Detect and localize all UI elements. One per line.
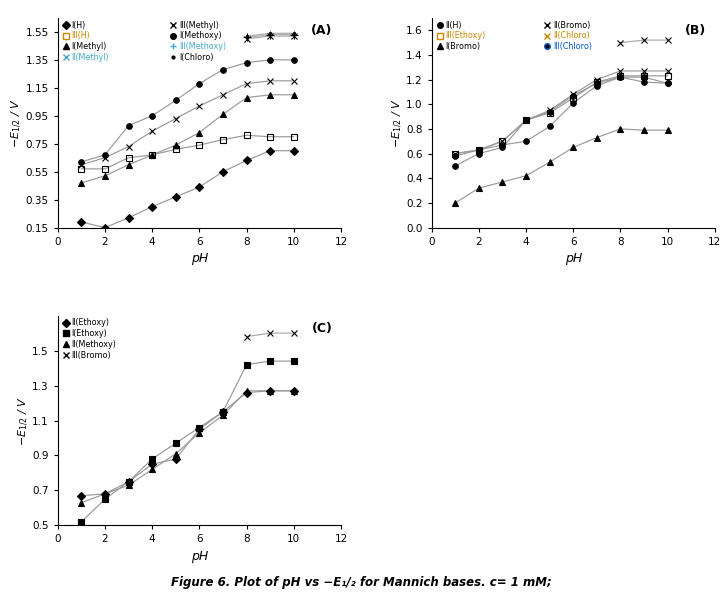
Text: (C): (C) (312, 322, 332, 335)
Text: Figure 6. Plot of pH vs −E₁/₂ for Mannich bases. c= 1 mM;: Figure 6. Plot of pH vs −E₁/₂ for Mannic… (170, 576, 552, 589)
Legend: II(Ethoxy), I(Ethoxy), II(Methoxy), III(Bromo): II(Ethoxy), I(Ethoxy), II(Methoxy), III(… (62, 318, 117, 361)
Text: (A): (A) (311, 24, 332, 37)
X-axis label: pH: pH (565, 252, 582, 265)
X-axis label: pH: pH (191, 550, 208, 563)
Y-axis label: $-E_{1/2}$ / V: $-E_{1/2}$ / V (10, 98, 24, 148)
X-axis label: pH: pH (191, 252, 208, 265)
Text: (B): (B) (685, 24, 706, 37)
Y-axis label: $-E_{1/2}$ / V: $-E_{1/2}$ / V (391, 98, 404, 148)
Legend: II(Bromo), II(Chloro), III(Chloro): II(Bromo), II(Chloro), III(Chloro) (543, 20, 593, 52)
Legend: III(Methyl), I(Methoxy), III(Methoxy), I(Chloro): III(Methyl), I(Methoxy), III(Methoxy), I… (170, 20, 227, 63)
Y-axis label: $-E_{1/2}$ / V: $-E_{1/2}$ / V (17, 395, 31, 445)
